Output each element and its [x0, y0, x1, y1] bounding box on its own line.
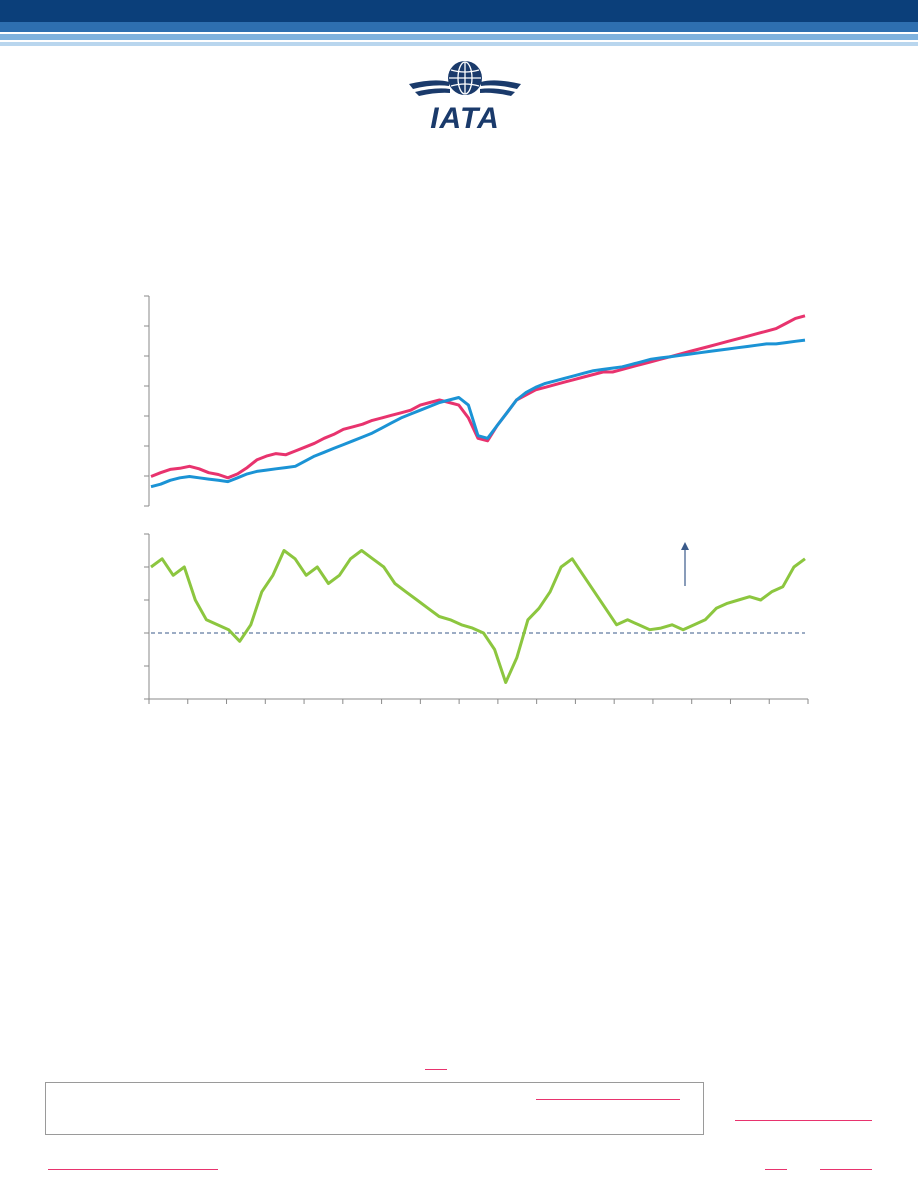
link-underline-5[interactable]: [765, 1169, 787, 1170]
header-band-pale: [0, 42, 918, 46]
header-band-light: [0, 34, 918, 40]
header-band-dark: [0, 0, 918, 22]
link-underline-2[interactable]: [536, 1099, 680, 1100]
top-panel-axis: [144, 295, 150, 507]
bottom-panel-axis: [144, 533, 808, 700]
chart-canvas: [144, 295, 809, 704]
series-line-1: [150, 338, 806, 489]
series-line-0: [150, 314, 806, 480]
logo-text: IATA: [430, 102, 500, 135]
header-band-mid: [0, 22, 918, 32]
link-underline-3[interactable]: [735, 1120, 872, 1121]
link-underline-6[interactable]: [820, 1169, 872, 1170]
header-bands: [0, 0, 918, 50]
bottom-panel-series: [150, 549, 806, 684]
note-box: [45, 1082, 704, 1135]
globe-wings-icon: [409, 61, 521, 96]
link-underline-1[interactable]: [425, 1069, 447, 1070]
link-underline-4[interactable]: [48, 1169, 218, 1170]
x-axis-ticks: [148, 699, 809, 704]
chart-annotation: [681, 542, 689, 586]
annotation-arrow-head: [681, 542, 689, 550]
top-panel-series: [150, 314, 806, 489]
growth-series-line-0: [150, 549, 806, 684]
iata-logo: IATA: [405, 56, 525, 136]
